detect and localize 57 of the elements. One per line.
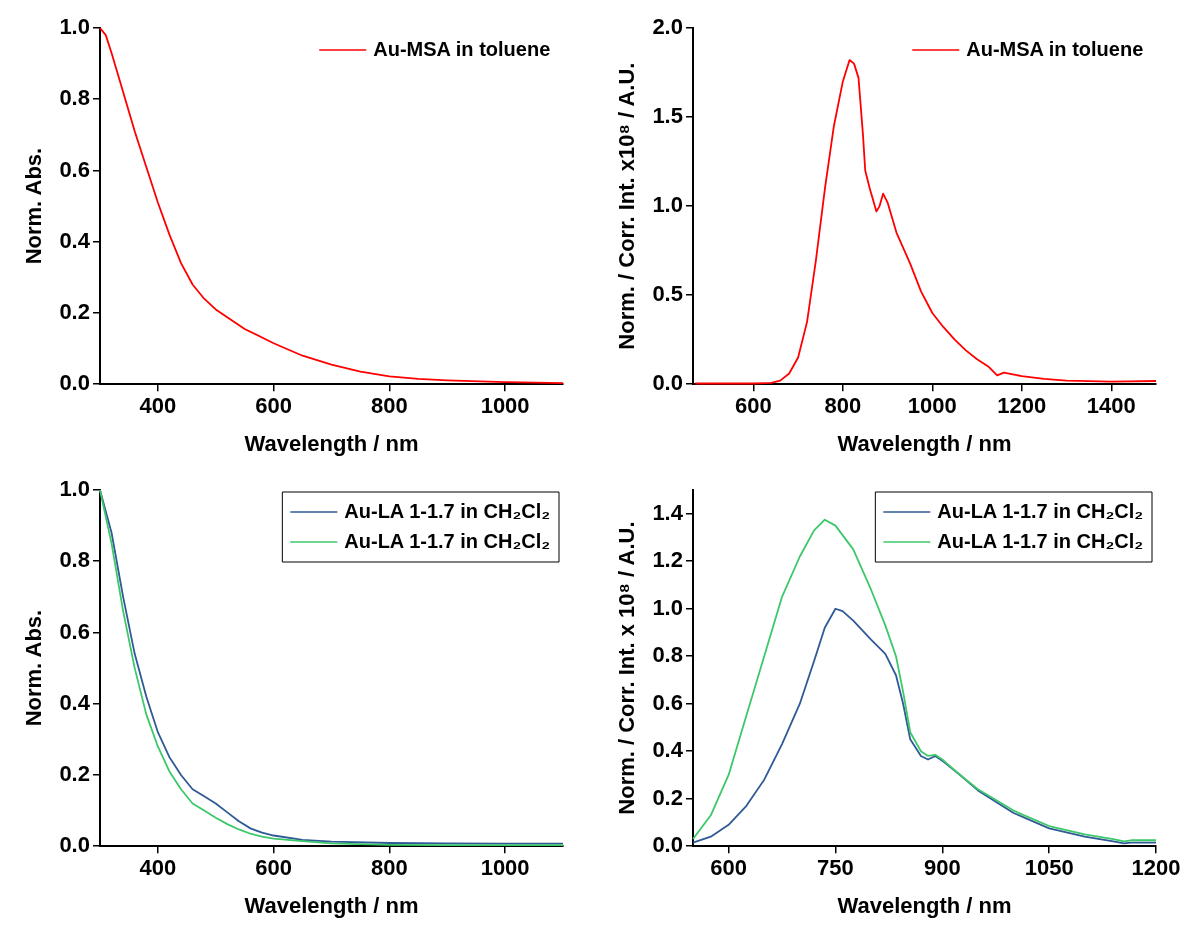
y-axis-title: Norm. Abs. [21,609,47,727]
y-tick-label: 0.4 [59,227,91,253]
legend-label: Au-LA 1-1.7 in CH₂Cl₂ [937,499,1144,522]
y-tick-label: 0.0 [59,832,90,858]
legend-label: Au-LA 1-1.7 in CH₂Cl₂ [344,499,551,522]
x-tick-label: 800 [371,855,408,881]
y-axis-title: Norm. Abs. [21,147,47,265]
x-tick-label: 400 [139,393,177,419]
x-tick-label: 1000 [480,855,530,881]
y-tick-label: 1.5 [652,103,683,129]
y-tick-label: 1.0 [59,14,90,40]
y-tick-label: 2.0 [652,14,683,40]
x-tick-label: 1000 [907,393,957,419]
y-tick-label: 0.6 [652,689,683,715]
legend-label: Au-LA 1-1.7 in CH₂Cl₂ [344,529,551,552]
legend-label: Au-LA 1-1.7 in CH₂Cl₂ [937,529,1144,552]
x-tick-label: 600 [255,855,292,881]
y-tick-label: 0.0 [652,832,683,858]
x-axis-title: Wavelength / nm [837,892,1012,918]
x-tick-label: 600 [710,855,747,881]
y-tick-label: 0.6 [59,156,90,182]
y-axis-title: Norm. / Corr. Int. x10⁸ / A.U. [614,62,640,350]
x-tick-label: 1000 [480,393,530,419]
y-tick-label: 0.8 [59,547,90,573]
y-tick-label: 0.0 [59,370,90,396]
y-tick-label: 0.2 [59,299,90,325]
y-tick-label: 0.8 [652,642,683,668]
y-tick-label: 0.5 [652,281,683,307]
x-tick-label: 900 [923,855,961,881]
y-tick-label: 1.0 [652,192,683,218]
x-tick-label: 750 [817,855,854,881]
y-axis-title: Norm. / Corr. Int. x 10⁸ / A.U. [614,521,640,815]
x-tick-label: 600 [735,393,772,419]
y-tick-label: 1.4 [652,499,684,525]
y-tick-label: 0.4 [59,689,91,715]
x-axis-title: Wavelength / nm [837,430,1012,456]
y-tick-label: 0.4 [652,737,684,763]
y-tick-label: 1.2 [652,547,683,573]
y-tick-label: 0.2 [59,761,90,787]
legend-label: Au-MSA in toluene [373,37,551,60]
x-tick-label: 800 [371,393,408,419]
y-tick-label: 0.8 [59,85,90,111]
x-tick-label: 1200 [997,393,1047,419]
x-tick-label: 800 [824,393,862,419]
x-axis-title: Wavelength / nm [244,892,419,918]
y-tick-label: 1.0 [652,594,683,620]
x-axis-title: Wavelength / nm [244,430,419,456]
legend-label: Au-MSA in toluene [966,37,1144,60]
x-tick-label: 1400 [1086,393,1136,419]
x-tick-label: 400 [139,855,177,881]
y-tick-label: 0.0 [652,370,683,396]
x-tick-label: 1200 [1131,855,1181,881]
x-tick-label: 600 [255,393,292,419]
y-tick-label: 0.2 [652,784,683,810]
y-tick-label: 1.0 [59,476,90,502]
y-tick-label: 0.6 [59,618,90,644]
x-tick-label: 1050 [1024,855,1074,881]
